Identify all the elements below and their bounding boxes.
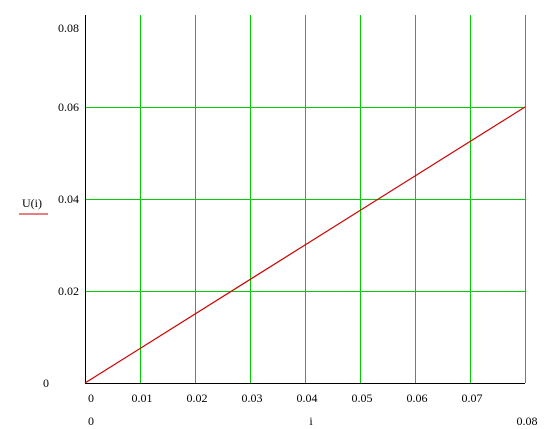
x-range-min-label: 0	[88, 414, 94, 428]
x-tick-label: 0.02	[187, 391, 208, 405]
y-tick-labels: 0 0.02 0.04 0.06 0.08	[43, 21, 79, 390]
x-tick-labels: 0 0.01 0.02 0.03 0.04 0.05 0.06 0.07	[88, 391, 483, 405]
y-tick-label: 0	[43, 376, 49, 390]
x-range-max-label: 0.08	[517, 414, 538, 428]
x-tick-label: 0.07	[462, 391, 483, 405]
y-axis-label: U(i)	[22, 196, 42, 210]
x-tick-label: 0.01	[132, 391, 153, 405]
x-tick-label: 0	[88, 391, 94, 405]
x-tick-label: 0.03	[242, 391, 263, 405]
y-tick-label: 0.06	[58, 100, 79, 114]
x-tick-label: 0.05	[352, 391, 373, 405]
x-axis-label: i	[309, 414, 313, 428]
series-line	[84, 106, 526, 384]
grid	[85, 15, 526, 383]
y-tick-label: 0.04	[58, 192, 79, 206]
y-tick-label: 0.08	[58, 21, 79, 35]
x-tick-label: 0.04	[297, 391, 318, 405]
series-layer	[84, 106, 526, 384]
y-tick-label: 0.02	[58, 284, 79, 298]
x-tick-label: 0.06	[407, 391, 428, 405]
axes	[85, 15, 525, 384]
